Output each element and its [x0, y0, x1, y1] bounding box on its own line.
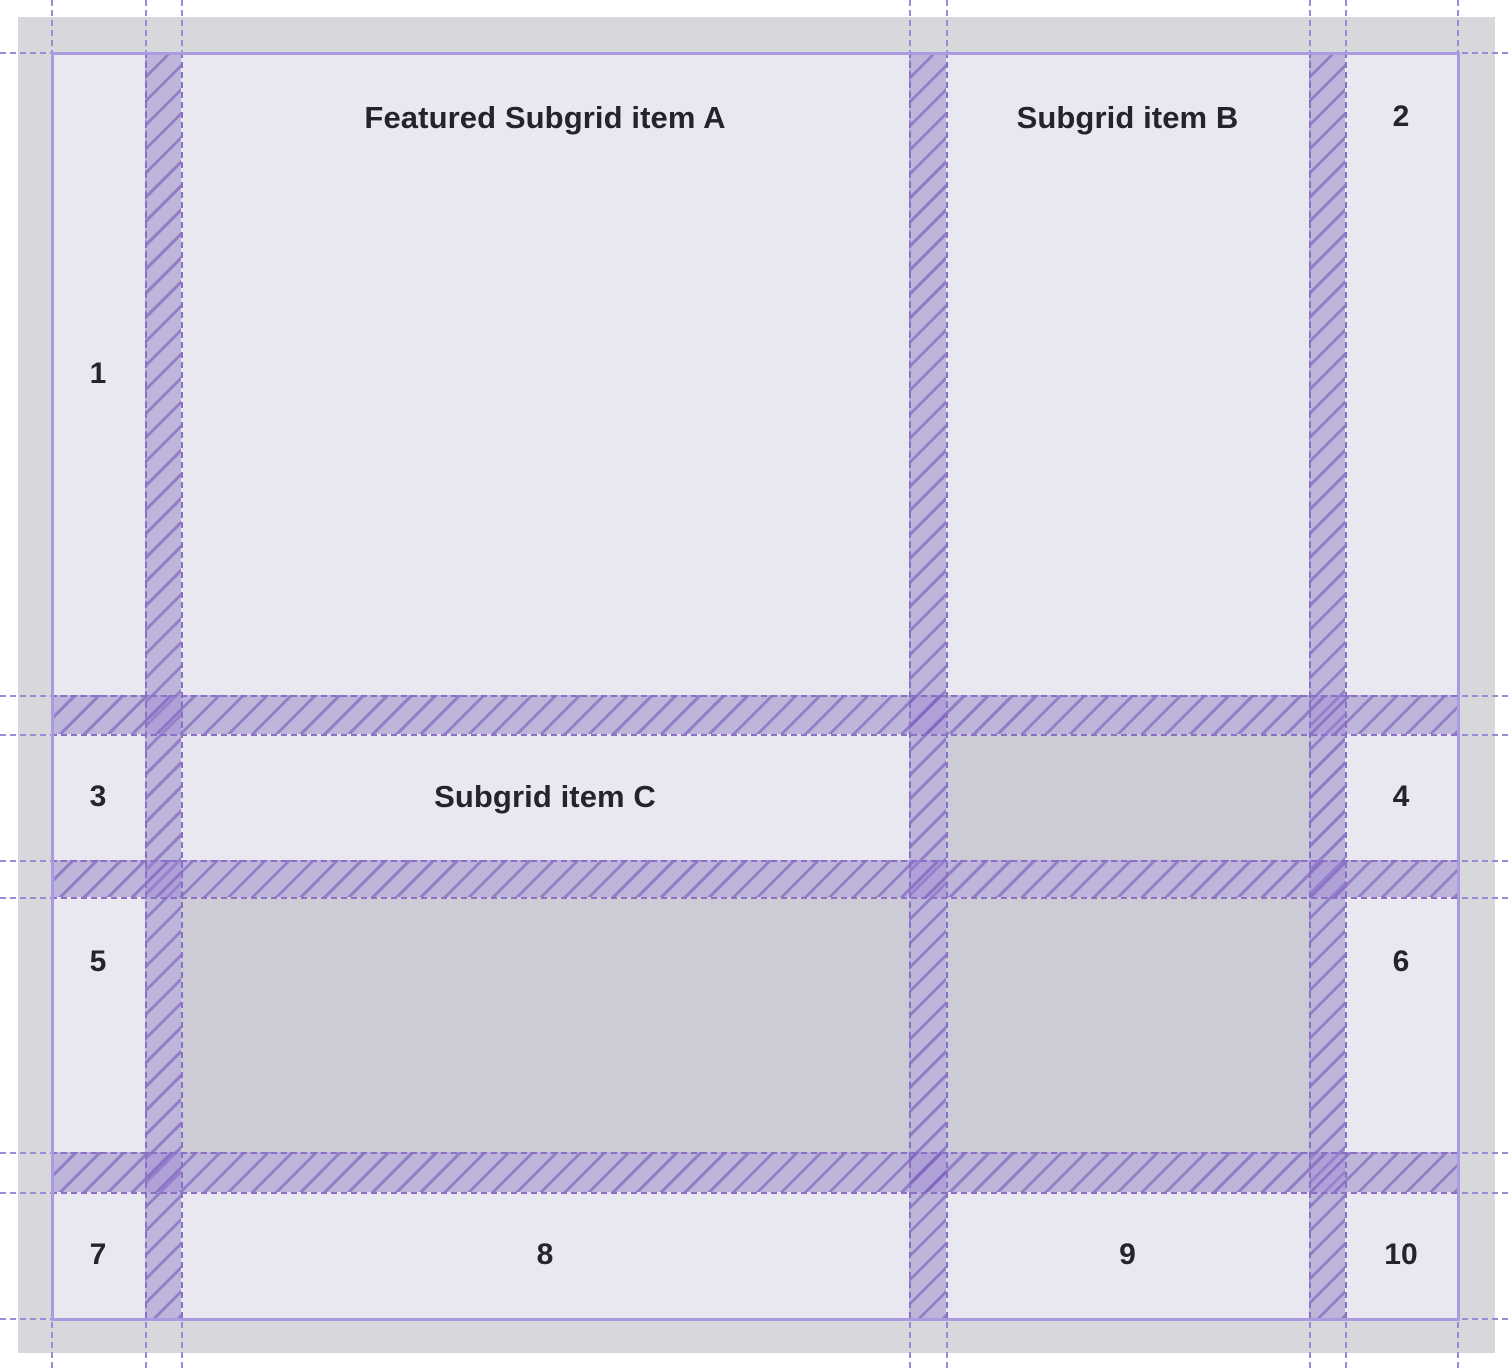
grid-cell-label: 6	[1392, 945, 1410, 978]
gap-edge-h-3a	[51, 1152, 1457, 1154]
gap-edge-v-2a	[909, 52, 911, 1318]
grid-cell-label: Subgrid item C	[434, 779, 656, 814]
grid-cell-label: 2	[1392, 100, 1410, 133]
gap-edge-v-3b	[1345, 52, 1347, 1318]
column-gap-2	[909, 52, 946, 1318]
grid-cell-label: 9	[1119, 1238, 1136, 1271]
column-gap-3	[1309, 52, 1345, 1318]
grid-edge-top	[51, 52, 1460, 55]
grid-cell-3[interactable]: 3	[51, 734, 145, 860]
grid-cell-label: 4	[1392, 780, 1410, 813]
grid-cell-label: 7	[89, 1238, 107, 1271]
grid-cell-label: 1	[89, 356, 107, 390]
grid-edge-left	[51, 52, 54, 1321]
grid-edge-right	[1457, 52, 1460, 1321]
row-gap-3	[51, 1152, 1457, 1192]
grid-cell-label: 5	[89, 945, 107, 978]
gap-edge-h-2b	[51, 897, 1457, 899]
grid-edge-bottom	[51, 1318, 1460, 1321]
column-gap-1	[145, 52, 181, 1318]
grid-cell-9[interactable]: 9	[946, 1192, 1309, 1318]
grid-cell-1[interactable]: 1	[51, 52, 145, 695]
grid-cell-label: Subgrid item B	[1016, 100, 1239, 135]
gap-edge-h-1b	[51, 734, 1457, 736]
gap-edge-v-2b	[946, 52, 948, 1318]
grid-cell-label: 8	[536, 1238, 554, 1271]
grid-cell-label: 3	[89, 780, 107, 813]
gap-edge-v-1a	[145, 52, 147, 1318]
grid-cell-subgrid-item-b[interactable]: Subgrid item B	[946, 52, 1309, 695]
grid-cell-4[interactable]: 4	[1345, 734, 1457, 860]
grid-cell-2[interactable]: 2	[1345, 52, 1457, 695]
grid-cell-row3-col3-empty[interactable]	[946, 897, 1309, 1152]
grid-cell-row2-col3-empty[interactable]	[946, 734, 1309, 860]
grid-cell-8[interactable]: 8	[181, 1192, 909, 1318]
grid-cell-label: Featured Subgrid item A	[364, 100, 726, 135]
row-gap-1	[51, 695, 1457, 734]
gap-edge-h-1a	[51, 695, 1457, 697]
gap-edge-v-1b	[181, 52, 183, 1318]
gap-edge-h-3b	[51, 1192, 1457, 1194]
grid-cell-7[interactable]: 7	[51, 1192, 145, 1318]
gap-edge-h-2a	[51, 860, 1457, 862]
gap-edge-v-3a	[1309, 52, 1311, 1318]
grid-cell-10[interactable]: 10	[1345, 1192, 1457, 1318]
row-gap-2	[51, 860, 1457, 897]
grid-cell-5[interactable]: 5	[51, 897, 145, 1152]
grid-cell-row3-col2-empty[interactable]	[181, 897, 909, 1152]
grid-cell-subgrid-item-c[interactable]: Subgrid item C	[181, 734, 909, 860]
grid-cell-6[interactable]: 6	[1345, 897, 1457, 1152]
grid-cell-label: 10	[1384, 1238, 1418, 1271]
grid-cell-featured-subgrid-item-a[interactable]: Featured Subgrid item A	[181, 52, 909, 695]
